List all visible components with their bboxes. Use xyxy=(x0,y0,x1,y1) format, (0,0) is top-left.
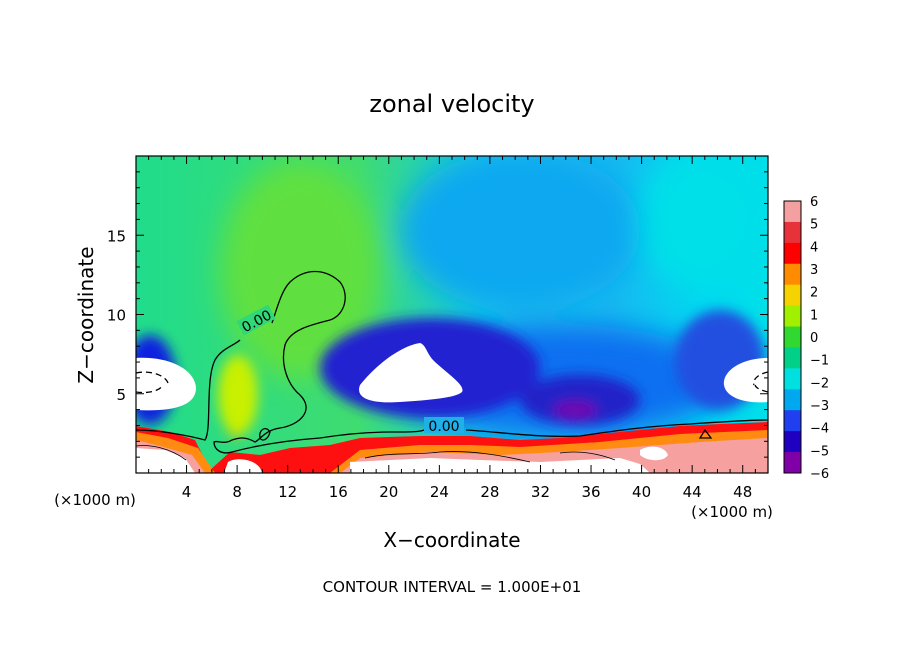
y-axis: 5 10 15 xyxy=(107,171,768,458)
field-white-left-vortex xyxy=(136,357,196,411)
colorbar-swatch xyxy=(784,410,801,432)
colorbar-label: −2 xyxy=(810,376,829,391)
field-white-surface xyxy=(136,446,668,473)
y-tick-label: 15 xyxy=(107,227,126,245)
x-tick-label: 4 xyxy=(182,483,192,501)
colorbar-label: 5 xyxy=(810,218,818,233)
contour-zero-small-right xyxy=(698,428,713,439)
colorbar-label: 6 xyxy=(810,195,818,210)
colorbar-swatch xyxy=(784,263,801,286)
colorbar-swatch xyxy=(784,368,801,390)
x-unit-right: (×1000 m) xyxy=(691,503,773,521)
x-tick-label: 20 xyxy=(379,483,398,501)
x-tick-label: 32 xyxy=(531,483,550,501)
field-white-right-vortex xyxy=(723,358,768,403)
colorbar-label: −3 xyxy=(810,399,829,414)
colorbar-label: −1 xyxy=(810,354,829,369)
contour-lines xyxy=(136,270,768,463)
colorbar-swatch xyxy=(784,201,801,223)
colorbar-label: −5 xyxy=(810,444,829,459)
colorbar-swatch xyxy=(784,284,801,307)
x-axis: 4 8 12 16 20 24 28 32 36 40 44 48 xyxy=(148,156,756,501)
x-tick-label: 36 xyxy=(581,483,600,501)
contour-interval-footer: CONTOUR INTERVAL = 1.000E+01 xyxy=(323,578,582,596)
colorbar-swatch xyxy=(784,347,801,369)
x-tick-label: 12 xyxy=(278,483,297,501)
field-deep-blue-core-2 xyxy=(520,375,640,425)
colorbar-swatch xyxy=(784,452,801,474)
field-purple-core xyxy=(553,401,597,419)
colorbar-swatch xyxy=(784,305,801,328)
colorbar-swatch xyxy=(784,221,801,244)
colorbar-swatch xyxy=(784,326,801,348)
field-yellow-left xyxy=(218,355,258,435)
colorbar-label: 3 xyxy=(810,263,818,278)
chart-title: zonal velocity xyxy=(369,90,534,118)
x-tick-label: 40 xyxy=(632,483,651,501)
colorbar-label: 4 xyxy=(810,240,818,255)
x-axis-label: X−coordinate xyxy=(383,528,520,552)
colorbar: 6 5 4 3 2 1 0 −1 −2 −3 −4 −5 −6 xyxy=(783,195,829,482)
x-tick-label: 24 xyxy=(430,483,449,501)
colorbar-label: 1 xyxy=(810,308,818,323)
field-blue-upper xyxy=(400,156,640,310)
colorbar-swatch xyxy=(784,389,801,411)
colorbar-frame xyxy=(783,200,802,474)
y-axis-label: Z−coordinate xyxy=(74,246,98,383)
contour-neg-dashed-right xyxy=(752,371,768,393)
colorbar-swatch xyxy=(784,242,801,265)
x-tick-label: 44 xyxy=(683,483,702,501)
field-cyan-right xyxy=(640,156,760,290)
contour-zero-small-left xyxy=(259,428,271,441)
contour-label-zero-lower: 0.00 xyxy=(428,419,459,435)
x-tick-label: 48 xyxy=(733,483,752,501)
field-white-center-blob xyxy=(359,343,463,403)
colorbar-label: −4 xyxy=(810,422,829,437)
x-tick-label: 28 xyxy=(480,483,499,501)
colorbar-swatch xyxy=(784,431,801,453)
colorbar-label: −6 xyxy=(810,467,829,482)
y-tick-label: 5 xyxy=(116,386,126,404)
y-tick-label: 10 xyxy=(107,307,126,325)
colorbar-label: 0 xyxy=(810,331,818,346)
x-tick-label: 8 xyxy=(232,483,242,501)
contour-thin-surface xyxy=(136,445,616,463)
contour-neg-dashed-left xyxy=(136,371,169,394)
x-tick-label: 16 xyxy=(329,483,348,501)
colorbar-label: 2 xyxy=(810,286,818,301)
x-unit-left: (×1000 m) xyxy=(54,491,136,509)
